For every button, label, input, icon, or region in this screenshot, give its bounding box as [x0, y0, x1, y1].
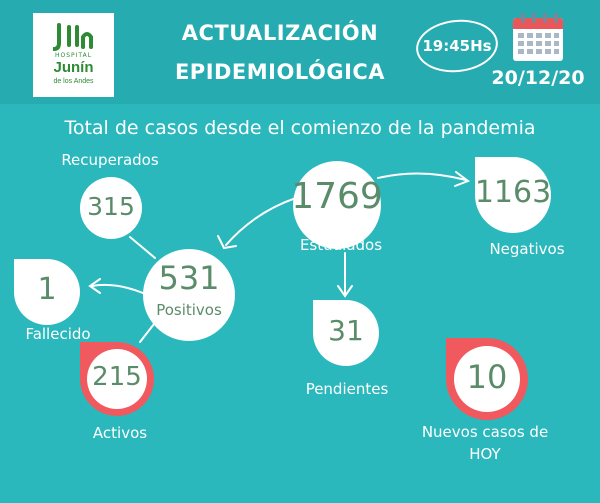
estudiados-bubble: 1769: [290, 158, 384, 252]
title-line-2: EPIDEMIOLÓGICA: [174, 60, 386, 84]
logo-mark-icon: [53, 23, 93, 51]
nuevos-bubble: 10: [444, 336, 530, 422]
line-positivos-activos: [139, 323, 155, 343]
arrow-head-fallecido: [88, 278, 101, 294]
hospital-logo: HOSPITAL Junín de los Andes: [33, 13, 114, 97]
recuperados-bubble: 315: [78, 175, 144, 241]
title-line-1: ACTUALIZACIÓN: [181, 21, 379, 45]
positivos-value: 531: [158, 259, 220, 297]
arrow-head-positivos: [217, 235, 237, 250]
negativos-label: Negativos: [489, 240, 565, 258]
activos-bubble: 215: [78, 340, 156, 418]
arrow-head-negativos: [454, 171, 471, 187]
logo-hospital-text: HOSPITAL: [54, 52, 93, 59]
update-time: 19:45Hs: [422, 37, 492, 55]
positivos-bubble: 531 Positivos: [139, 245, 239, 345]
arrow-estudiados-negativos: [377, 172, 467, 181]
activos-label: Activos: [92, 424, 148, 442]
logo-name-text: Junín: [53, 59, 94, 76]
recuperados-value: 315: [87, 192, 135, 221]
estudiados-label: Estudiados: [299, 236, 383, 254]
positivos-label: Positivos: [156, 301, 222, 319]
negativos-value: 1163: [474, 175, 552, 210]
arrow-estudiados-positivos: [225, 197, 297, 246]
pendientes-label: Pendientes: [305, 380, 389, 398]
fallecido-label: Fallecido: [25, 325, 91, 343]
recuperados-label: Recuperados: [61, 151, 159, 169]
pendientes-value: 31: [328, 314, 364, 347]
arrow-head-pendientes: [337, 285, 353, 298]
nuevos-label-line-2: HOY: [469, 445, 501, 463]
update-date: 20/12/20: [491, 67, 585, 89]
nuevos-value: 10: [466, 358, 508, 396]
calendar-icon: [513, 13, 563, 61]
subtitle: Total de casos desde el comienzo de la p…: [64, 117, 536, 139]
arrow-positivos-fallecido: [91, 283, 144, 294]
logo-subtitle-text: de los Andes: [53, 78, 94, 85]
fallecido-bubble: 1: [12, 257, 82, 327]
activos-value: 215: [92, 362, 142, 392]
nuevos-label-line-1: Nuevos casos de: [421, 423, 549, 441]
line-positivos-recuperados: [129, 236, 156, 259]
estudiados-value: 1769: [291, 176, 383, 217]
fallecido-value: 1: [37, 272, 57, 307]
negativos-bubble: 1163: [473, 155, 553, 235]
pendientes-bubble: 31: [311, 298, 381, 368]
